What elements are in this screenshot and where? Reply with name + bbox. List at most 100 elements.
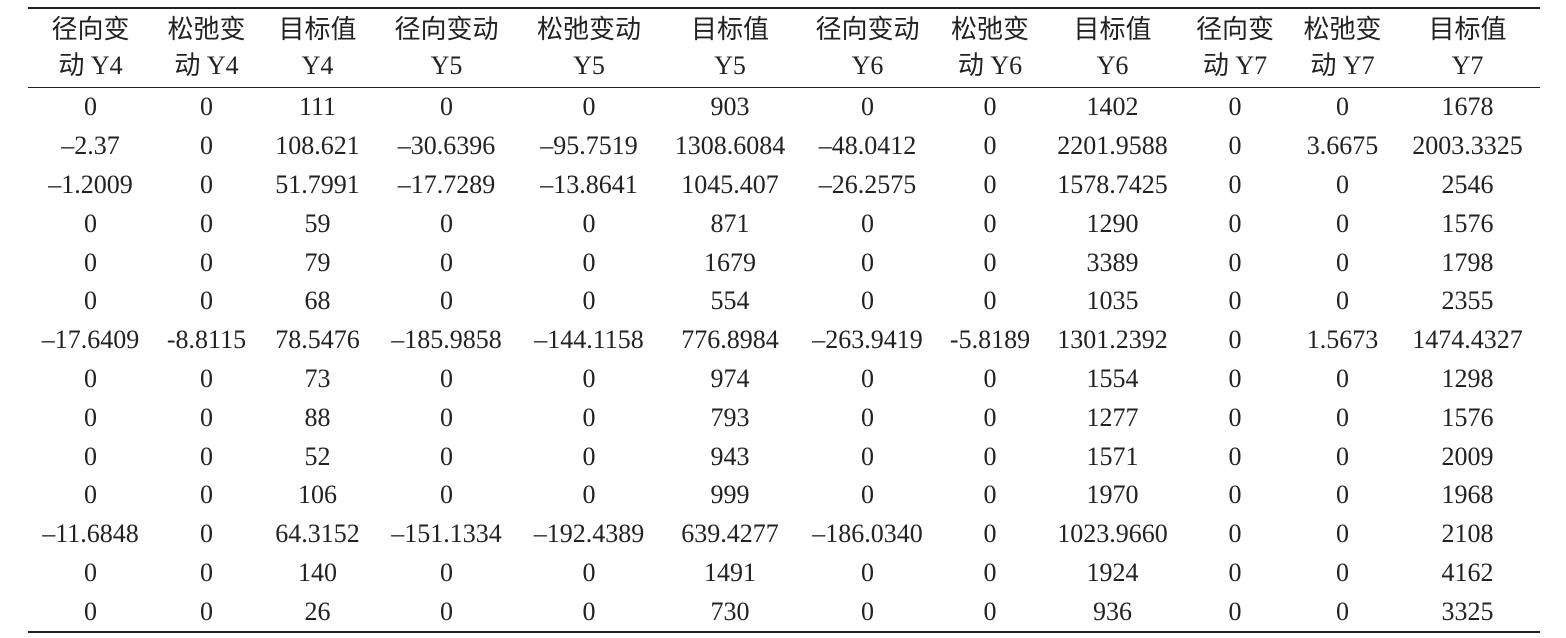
header-line: 动 Y7 [1202,51,1268,80]
table-cell: 0 [1336,519,1349,549]
header-cell: 径向变动 Y6 [800,8,935,88]
table-cell: 0 [440,92,453,122]
table-cell: 1301.2392 [1057,325,1168,355]
table-cell: 0 [861,557,874,587]
table-row: 0 0 68 0 0 554 0 0 1035 0 0 2355 [28,282,1540,321]
table-row: 0 0 52 0 0 943 0 0 1571 0 0 2009 [28,437,1540,476]
table-cell: 936 [1093,596,1132,626]
table-cell: 2009 [1441,441,1494,471]
header-cell: 径向变动 Y7 [1180,8,1290,88]
table-cell: 0 [1228,596,1242,626]
table-cell: 3.6675 [1306,131,1379,161]
table-cell: 1491 [704,557,756,587]
table-cell: –95.7519 [540,131,638,161]
table-cell: 0 [582,92,596,122]
table-cell: –144.1158 [534,325,644,355]
table-cell: 0 [861,596,874,626]
table-cell: 1576 [1441,402,1494,432]
table-cell: 0 [1228,557,1242,587]
header-line: Y5 [714,51,746,80]
table-cell: 1679 [704,247,756,277]
table-cell: 0 [84,286,97,316]
table-cell: 2108 [1441,519,1494,549]
table-cell: 639.4277 [681,519,779,549]
header-line: 径向变动 [815,15,920,44]
table-cell: 1970 [1086,480,1139,510]
table-cell: 1571 [1086,441,1139,471]
table-cell: –151.1334 [391,519,502,549]
table-row: 0 0 140 0 0 1491 0 0 1924 0 0 4162 [28,554,1540,593]
header-line: Y6 [1096,51,1129,80]
header-cell: 目标值 Y5 [660,8,800,88]
table-cell: 0 [84,208,97,238]
header-line: Y5 [573,51,605,80]
table-header: 径向变动 Y4 松弛变动 Y4 目标值 Y4 径向变动 Y5 松弛变动 Y5 目标值 Y5 径向变动… [28,8,1540,88]
table-cell: 871 [710,208,750,238]
table-cell: 0 [200,247,213,277]
table-cell: 0 [582,596,596,626]
header-cell: 径向变动 Y5 [375,8,518,88]
header-line: 动 Y4 [58,51,123,80]
table-cell: 0 [1228,480,1242,510]
table-cell: 68 [304,286,331,316]
table-cell: 0 [1228,131,1242,161]
table-cell: 0 [983,247,997,277]
table-cell: 0 [1336,480,1349,510]
table-cell: 0 [1228,363,1242,393]
table-cell: 0 [1336,557,1349,587]
header-line: 松弛变 [1303,15,1382,44]
table-cell: 0 [983,363,997,393]
table-cell: 1578.7425 [1057,169,1168,199]
table-cell: 0 [200,169,213,199]
table-cell: 111 [298,92,337,122]
table-cell: 0 [582,208,596,238]
table-cell: 0 [1228,325,1242,355]
table-cell: 0 [440,596,453,626]
table-cell: 0 [84,480,97,510]
table-cell: 0 [983,208,997,238]
table-cell: 106 [298,480,337,510]
table-cell: 0 [983,286,997,316]
table-cell: 730 [710,596,750,626]
table-cell: 0 [440,441,453,471]
header-cell: 松弛变动 Y5 [518,8,660,88]
table-cell: 554 [710,286,750,316]
table-cell: 2355 [1441,286,1494,316]
table-cell: 0 [861,247,874,277]
table-cell: 0 [200,402,213,432]
table-cell: 1798 [1441,247,1494,277]
table-row: –11.6848 0 64.3152 –151.1334 –192.4389 639.42… [28,515,1540,554]
table-cell: 0 [582,247,596,277]
table-cell: 0 [200,596,213,626]
header-line: 动 Y4 [174,51,239,80]
header-line: Y7 [1451,51,1484,80]
table-cell: 0 [1336,402,1349,432]
table-row: 0 0 73 0 0 974 0 0 1554 0 0 1298 [28,360,1540,399]
table-cell: –17.6409 [41,325,140,355]
header-line: 目标值 [1428,15,1507,44]
table-cell: 0 [1228,441,1242,471]
table-cell: 0 [983,92,997,122]
header-row: 径向变动 Y4 松弛变动 Y4 目标值 Y4 径向变动 Y5 松弛变动 Y5 目标值 Y5 径向变动… [28,8,1540,88]
table-cell: 59 [304,208,331,238]
header-cell: 松弛变动 Y6 [935,8,1045,88]
table-cell: 0 [1228,286,1242,316]
table-cell: 0 [861,441,874,471]
table-cell: 2003.3325 [1412,131,1523,161]
table-cell: 0 [1228,169,1242,199]
table-cell: –13.8641 [540,169,638,199]
table-cell: 0 [200,480,213,510]
table-cell: 776.8984 [681,325,779,355]
table-cell: 0 [440,286,453,316]
header-cell: 松弛变动 Y4 [153,8,260,88]
table-cell: 1402 [1086,92,1139,122]
table-cell: 0 [200,208,213,238]
table-cell: 0 [440,402,453,432]
table-cell: 0 [983,480,997,510]
table-cell: 51.7991 [275,169,360,199]
table-cell: 943 [710,441,750,471]
table-cell: 1474.4327 [1412,325,1523,355]
table-cell: 1924 [1086,557,1139,587]
table-cell: –26.2575 [818,169,917,199]
table-cell: 0 [861,363,874,393]
